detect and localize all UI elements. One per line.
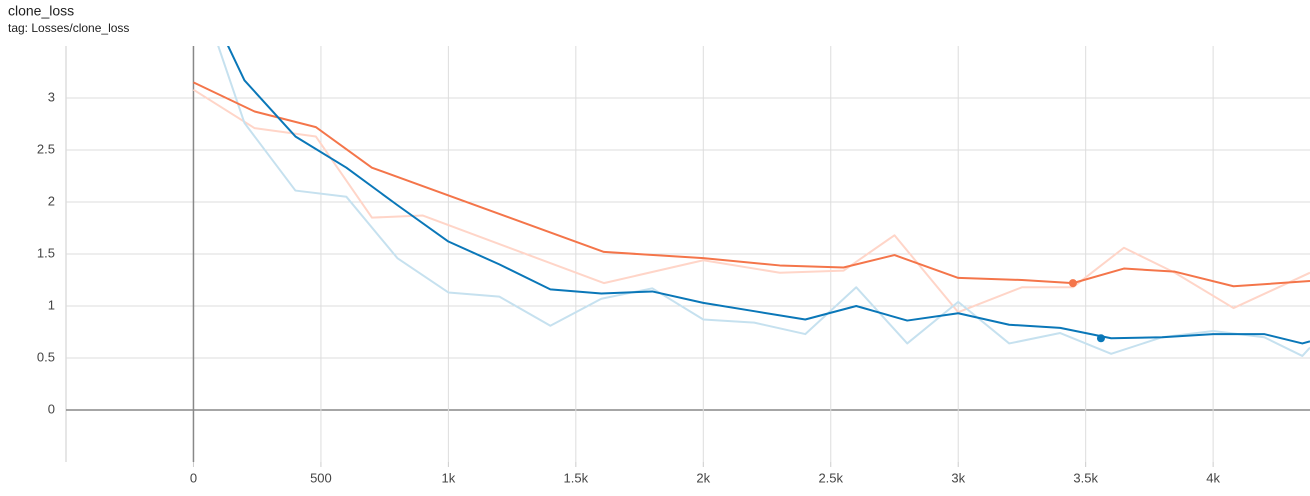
chart-subtitle: tag: Losses/clone_loss bbox=[8, 21, 129, 35]
x-tick-label: 3.5k bbox=[1073, 470, 1098, 485]
x-tick-label: 2.5k bbox=[818, 470, 843, 485]
line-series bbox=[193, 81, 1310, 288]
chart-title: clone_loss bbox=[8, 3, 74, 19]
x-tick-label: 1.5k bbox=[564, 470, 589, 485]
y-tick-label: 1 bbox=[48, 297, 55, 312]
y-tick-label: 0 bbox=[48, 401, 55, 416]
line-series bbox=[192, 88, 1310, 314]
x-tick-label: 3k bbox=[951, 470, 965, 485]
y-tick-label: 0.5 bbox=[37, 349, 55, 364]
x-tick-label: 500 bbox=[310, 470, 332, 485]
x-tick-label: 2k bbox=[696, 470, 710, 485]
x-tick-label: 0 bbox=[190, 470, 197, 485]
x-tick-label: 1k bbox=[442, 470, 456, 485]
y-tick-label: 1.5 bbox=[37, 245, 55, 260]
y-tick-label: 3 bbox=[48, 89, 55, 104]
y-tick-label: 2 bbox=[48, 193, 55, 208]
plot-area bbox=[192, 46, 1310, 357]
hover-marker bbox=[1096, 334, 1105, 343]
hover-marker bbox=[1068, 279, 1077, 288]
x-tick-label: 4k bbox=[1206, 470, 1220, 485]
y-tick-label: 2.5 bbox=[37, 141, 55, 156]
line-series bbox=[227, 46, 1310, 345]
